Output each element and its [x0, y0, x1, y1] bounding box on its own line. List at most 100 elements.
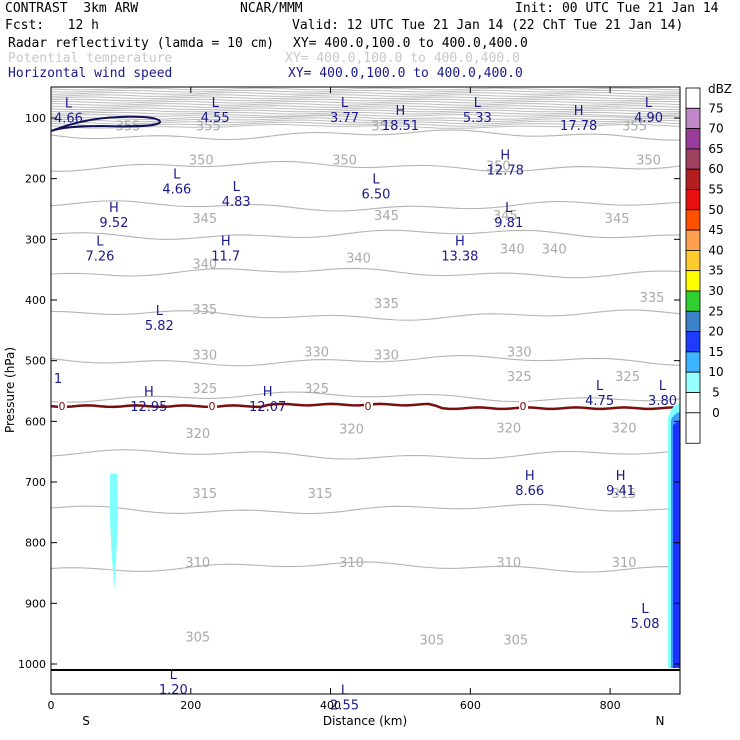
header-org: NCAR/MMM — [240, 1, 303, 16]
colorbar-level-label: 5 — [712, 386, 720, 400]
wind-extremum-value: 17.78 — [560, 119, 597, 134]
theta-upper-contour-line — [51, 114, 680, 117]
theta-contour-label: 345 — [374, 209, 399, 224]
theta-upper-contour-line — [51, 98, 680, 102]
y-tick-label: 800 — [25, 537, 46, 550]
wind-extremum-value: 6.50 — [362, 188, 391, 203]
header-fcst: Fcst: 12 h — [5, 18, 99, 33]
theta-extremum-marker: L — [159, 692, 167, 707]
wind-extremum-marker: L — [233, 180, 241, 195]
colorbar-level-label: 50 — [708, 203, 723, 217]
header-model: CONTRAST 3km ARW — [5, 1, 139, 16]
wind-extremum-value: 9.41 — [606, 484, 635, 499]
theta-contour-label: 320 — [612, 421, 637, 436]
wind-extremum-value: 5.08 — [631, 617, 660, 632]
wind-extremum-marker: L — [170, 668, 178, 683]
theta-contour-label: 325 — [615, 370, 640, 385]
wind-extremum-marker: L — [341, 96, 349, 111]
field-xy-wind: XY= 400.0,100.0 to 400.0,400.0 — [288, 66, 523, 81]
theta-contour-320 — [51, 391, 680, 403]
theta-upper-contour-line — [51, 94, 680, 97]
colorbar-bin — [685, 371, 701, 393]
theta-contour-label: 330 — [304, 346, 329, 361]
theta-contour-label: 335 — [640, 291, 665, 306]
wind-extremum-value: 12.95 — [130, 400, 167, 415]
wind-extremum-marker: L — [212, 96, 220, 111]
theta-contour-label: 350 — [636, 153, 661, 168]
theta-upper-contour-line — [51, 87, 680, 91]
colorbar-level-label: 0 — [712, 406, 720, 420]
x-tick-label: 800 — [600, 699, 621, 712]
wind-edge-label: 1 — [54, 372, 62, 387]
theta-contour-label: 305 — [419, 634, 444, 649]
wind-contour-line — [51, 115, 162, 132]
wind-extremum-marker: H — [396, 104, 406, 119]
theta-contour-label: 325 — [192, 382, 217, 397]
theta-contour-305 — [51, 561, 680, 573]
theta-contour-label: 320 — [185, 427, 210, 442]
colorbar-bin — [685, 168, 701, 190]
theta-upper-contour-line — [51, 103, 680, 106]
x-tick-label: 0 — [48, 699, 55, 712]
x-end-label-left: S — [82, 714, 90, 728]
colorbar-level-label: 20 — [708, 325, 723, 339]
colorbar-unit: dBZ — [708, 82, 732, 96]
wind-extremum-marker: L — [659, 379, 667, 394]
colorbar-level-label: 25 — [708, 304, 723, 318]
colorbar-bin — [685, 87, 701, 109]
y-tick-label: 400 — [25, 294, 46, 307]
colorbar-level-label: 60 — [708, 162, 723, 176]
wind-extremum-marker: L — [596, 379, 604, 394]
y-tick-label: 200 — [25, 173, 46, 186]
theta-upper-contour-line — [51, 89, 680, 93]
theta-contour-label: 310 — [185, 556, 210, 571]
theta-contour-label: 330 — [192, 349, 217, 364]
zero-contour-label: 0 — [520, 400, 527, 413]
theta-contour-330 — [51, 309, 680, 321]
wind-extremum-marker: L — [173, 168, 181, 183]
field-name-reflectivity: Radar reflectivity (lamda = 10 cm) — [8, 36, 275, 51]
wind-extremum-marker: L — [65, 97, 73, 112]
theta-upper-contour-line — [51, 123, 680, 129]
header-init: Init: 00 UTC Tue 21 Jan 14 — [515, 1, 719, 16]
wind-extremum-marker: H — [263, 385, 273, 400]
theta-extremum-marker: L — [65, 720, 73, 735]
theta-upper-contour-line — [51, 111, 680, 115]
colorbar-level-label: 35 — [708, 264, 723, 278]
wind-extremum-value: 5.33 — [463, 111, 492, 126]
colorbar-level-label: 30 — [708, 284, 723, 298]
theta-contour-label: 320 — [496, 421, 521, 436]
colorbar-level-label: 45 — [708, 223, 723, 237]
wind-extremum-marker: H — [109, 201, 119, 216]
wind-extremum-marker: L — [341, 683, 349, 698]
colorbar-level-label: 10 — [708, 365, 723, 379]
theta-contour-label: 355 — [196, 119, 221, 134]
wind-extremum-value: 4.75 — [585, 394, 614, 409]
y-tick-label: 1000 — [18, 658, 46, 671]
wind-extremum-value: 11.7 — [211, 249, 240, 264]
y-tick-label: 100 — [25, 112, 46, 125]
wind-extremum-value: 4.66 — [162, 183, 191, 198]
colorbar-level-label: 70 — [708, 122, 723, 136]
wind-extremum-value: 7.26 — [85, 249, 114, 264]
theta-upper-contour-line — [51, 96, 680, 100]
theta-upper-contour-line — [51, 92, 680, 95]
theta-contour-label: 330 — [507, 346, 532, 361]
x-tick-label: 200 — [180, 699, 201, 712]
zero-label-bg — [208, 400, 217, 412]
wind-extremum-value: 9.52 — [99, 216, 128, 231]
theta-upper-contour-line — [51, 100, 680, 104]
theta-contour-label: 330 — [374, 349, 399, 364]
zero-label-bg — [519, 400, 528, 412]
theta-extremum-marker: L — [254, 692, 262, 707]
theta-contour-345 — [51, 200, 680, 212]
wind-extremum-marker: H — [616, 469, 626, 484]
colorbar-level-label: 15 — [708, 345, 723, 359]
wind-extremum-marker: L — [505, 201, 513, 216]
theta-contour-label: 310 — [612, 556, 637, 571]
colorbar-bin — [685, 310, 701, 332]
theta-extremum-marker: L — [432, 692, 440, 707]
wind-extremum-value: 9.81 — [494, 216, 523, 231]
wind-extremum-value: 1.20 — [159, 683, 188, 698]
